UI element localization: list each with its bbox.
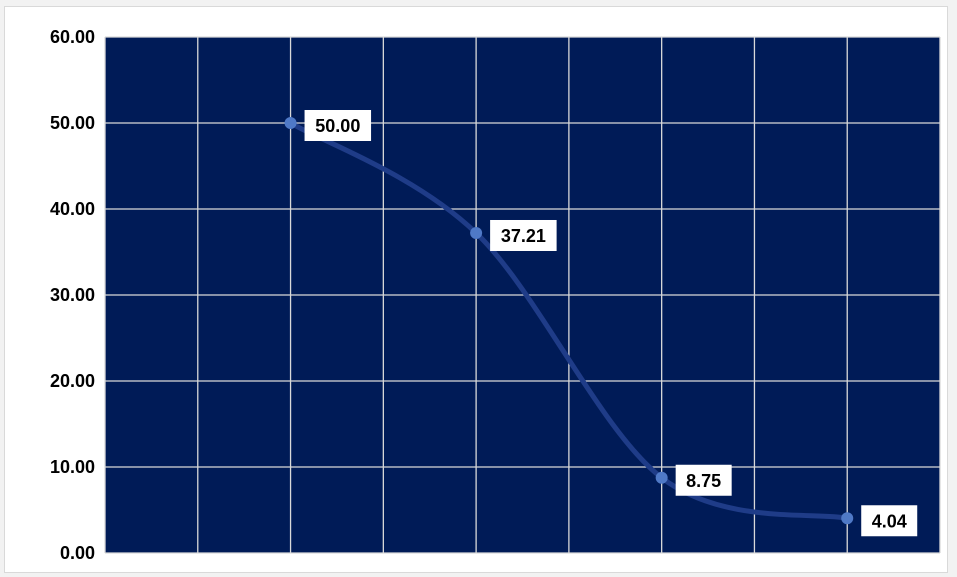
y-axis-tick-labels: 0.00 10.00 20.00 30.00 40.00 50.00 60.00 xyxy=(50,27,95,563)
data-point xyxy=(470,226,483,239)
data-label: 37.21 xyxy=(501,226,546,246)
series xyxy=(284,117,854,525)
data-label-box xyxy=(675,464,732,496)
data-label: 50.00 xyxy=(315,116,360,136)
y-tick-label: 0.00 xyxy=(60,543,95,563)
data-label-box xyxy=(861,505,918,537)
data-labels: 50.00 37.21 8.75 4.04 xyxy=(304,110,918,537)
y-tick-label: 50.00 xyxy=(50,113,95,133)
y-tick-label: 10.00 xyxy=(50,457,95,477)
gridlines xyxy=(104,36,941,554)
data-label-box xyxy=(490,219,557,251)
y-tick-label: 20.00 xyxy=(50,371,95,391)
data-label: 8.75 xyxy=(686,471,721,491)
y-tick-label: 30.00 xyxy=(50,285,95,305)
data-point xyxy=(841,512,854,525)
data-label: 4.04 xyxy=(872,511,907,531)
data-point xyxy=(284,117,297,129)
data-label-box xyxy=(304,110,372,141)
chart-container: 0.00 10.00 20.00 30.00 40.00 50.00 60.00 50.00… xyxy=(4,6,948,573)
y-tick-label: 60.00 xyxy=(50,27,95,47)
data-point xyxy=(655,471,668,484)
y-tick-label: 40.00 xyxy=(50,199,95,219)
series-line xyxy=(288,120,850,521)
